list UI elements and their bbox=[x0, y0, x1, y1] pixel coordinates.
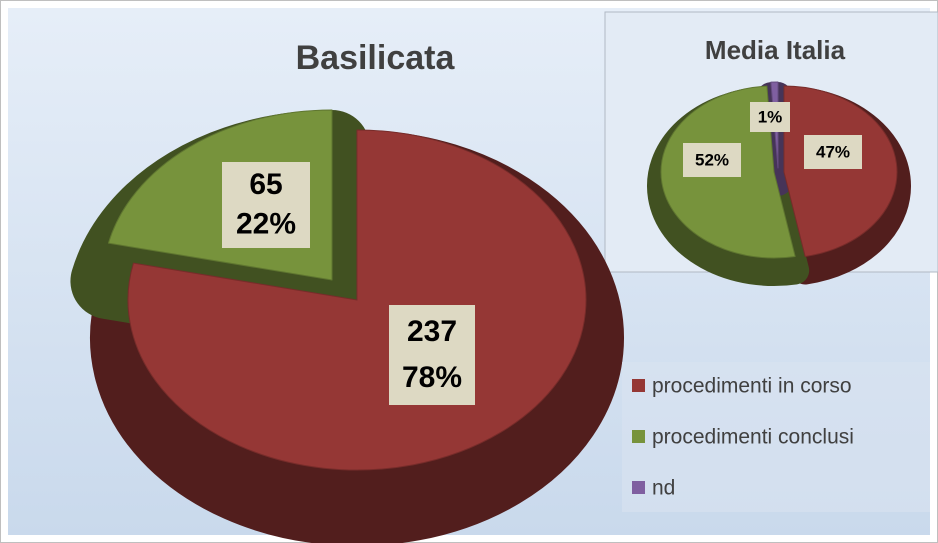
legend-swatch bbox=[632, 379, 645, 392]
data-label: 1% bbox=[758, 107, 783, 126]
data-label-box bbox=[683, 143, 741, 177]
legend-label: procedimenti conclusi bbox=[652, 426, 854, 449]
data-label: 78% bbox=[402, 361, 462, 394]
slice bbox=[783, 85, 898, 257]
legend-swatch bbox=[632, 481, 645, 494]
legend-swatch bbox=[632, 430, 645, 443]
chart-title: Media Italia bbox=[705, 35, 846, 65]
legend-box bbox=[622, 362, 930, 512]
data-label: 237 bbox=[407, 315, 457, 348]
chart-title: Basilicata bbox=[296, 39, 456, 77]
data-label-box bbox=[804, 135, 862, 169]
legend-label: procedimenti in corso bbox=[652, 375, 852, 398]
data-label: 52% bbox=[695, 150, 729, 169]
data-label: 65 bbox=[249, 168, 282, 201]
data-label: 22% bbox=[236, 208, 296, 241]
data-label-box bbox=[750, 102, 790, 132]
data-label-box bbox=[389, 305, 475, 405]
legend-label: nd bbox=[652, 477, 675, 500]
data-label-box bbox=[222, 162, 310, 248]
data-label: 47% bbox=[816, 142, 850, 161]
